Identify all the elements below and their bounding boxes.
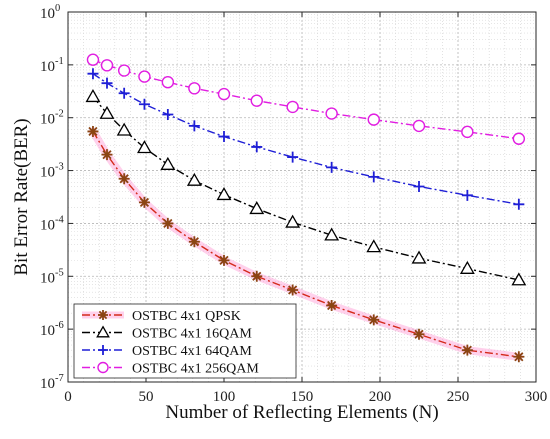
legend-entry: OSTBC 4x1 16QAM bbox=[82, 325, 252, 342]
data-point bbox=[218, 254, 230, 266]
x-tick-label: 250 bbox=[447, 389, 470, 405]
x-axis-label: Number of Reflecting Elements (N) bbox=[165, 402, 438, 423]
data-point bbox=[138, 70, 151, 83]
data-point bbox=[412, 119, 426, 133]
x-tick-label: 150 bbox=[291, 389, 314, 405]
y-tick-label: 10-6 bbox=[40, 320, 64, 339]
series-2 bbox=[85, 89, 527, 286]
data-point bbox=[325, 107, 338, 120]
data-point bbox=[217, 87, 231, 101]
data-point bbox=[86, 53, 100, 66]
data-point bbox=[116, 122, 132, 136]
data-point bbox=[250, 94, 263, 107]
data-point bbox=[324, 227, 340, 241]
data-point bbox=[218, 131, 230, 143]
data-point bbox=[162, 109, 174, 121]
legend-entry: OSTBC 4x1 256QAM bbox=[82, 362, 259, 377]
x-tick-label: 300 bbox=[525, 389, 548, 405]
data-point bbox=[100, 59, 114, 72]
data-point bbox=[161, 75, 175, 89]
x-tick-label: 0 bbox=[64, 389, 72, 405]
data-point bbox=[87, 125, 99, 137]
data-point bbox=[101, 77, 113, 89]
data-point bbox=[136, 140, 152, 154]
y-tick-label: 10-5 bbox=[40, 267, 64, 286]
data-point bbox=[413, 180, 425, 192]
legend-label: OSTBC 4x1 64QAM bbox=[132, 344, 252, 359]
y-tick-label: 100 bbox=[40, 3, 60, 22]
data-point bbox=[459, 260, 475, 274]
data-point bbox=[188, 236, 200, 248]
series-3 bbox=[87, 68, 525, 210]
data-point bbox=[186, 172, 202, 186]
axis-ticks: 0 50 100 150 200 250 300 10-7 10-6 10-5 10-4 10-3 10… bbox=[40, 3, 547, 405]
x-tick-label: 50 bbox=[139, 389, 154, 405]
y-tick-label: 10-7 bbox=[40, 373, 64, 392]
legend-marker bbox=[96, 325, 110, 338]
data-point bbox=[513, 351, 525, 363]
y-tick-label: 10-3 bbox=[40, 162, 64, 181]
x-tick-label: 200 bbox=[369, 389, 392, 405]
data-point bbox=[461, 189, 473, 201]
data-point bbox=[326, 300, 338, 312]
legend-label: OSTBC 4x1 256QAM bbox=[132, 362, 259, 377]
data-point bbox=[367, 113, 380, 126]
data-point bbox=[188, 82, 201, 95]
data-point bbox=[138, 98, 150, 110]
data-point bbox=[99, 105, 115, 119]
legend-marker bbox=[97, 361, 109, 374]
data-point bbox=[117, 64, 131, 77]
legend-entry: OSTBC 4x1 64QAM bbox=[82, 344, 252, 359]
data-point bbox=[188, 120, 200, 132]
data-point bbox=[286, 100, 299, 114]
data-point bbox=[160, 156, 176, 170]
data-point bbox=[461, 125, 474, 139]
data-point bbox=[287, 284, 299, 296]
series-line bbox=[92, 73, 519, 205]
data-point bbox=[251, 141, 263, 153]
data-point bbox=[368, 314, 380, 326]
data-point bbox=[366, 239, 382, 253]
legend-entry: OSTBC 4x1 QPSK bbox=[82, 309, 241, 324]
legend-marker bbox=[98, 310, 108, 320]
y-tick-label: 10-4 bbox=[40, 214, 64, 233]
data-point bbox=[368, 171, 380, 183]
data-point bbox=[511, 272, 527, 286]
data-point bbox=[162, 217, 174, 229]
data-point bbox=[118, 87, 130, 99]
legend-label: OSTBC 4x1 16QAM bbox=[132, 327, 252, 342]
data-point bbox=[461, 344, 473, 356]
y-axis-label: Bit Error Rate(BER) bbox=[11, 118, 32, 275]
y-tick-label: 10-1 bbox=[40, 56, 64, 75]
data-point bbox=[285, 214, 301, 228]
series-layer bbox=[85, 53, 527, 363]
data-point bbox=[326, 161, 338, 173]
x-tick-label: 100 bbox=[213, 389, 236, 405]
series-4 bbox=[86, 53, 526, 145]
legend-label: OSTBC 4x1 QPSK bbox=[132, 309, 241, 324]
y-tick-label: 10-2 bbox=[40, 109, 64, 128]
legend-marker bbox=[98, 345, 108, 355]
legend-box bbox=[73, 303, 297, 379]
data-point bbox=[512, 132, 526, 145]
data-point bbox=[249, 201, 265, 215]
data-point bbox=[85, 89, 101, 103]
data-point bbox=[251, 270, 263, 282]
data-point bbox=[413, 328, 425, 340]
data-point bbox=[216, 187, 232, 201]
data-point bbox=[118, 173, 130, 185]
data-point bbox=[287, 151, 299, 163]
series-1 bbox=[87, 125, 525, 363]
data-point bbox=[138, 196, 150, 208]
legend: OSTBC 4x1 QPSK OSTBC 4x1 16QAM OSTBC 4x1 6… bbox=[73, 303, 297, 379]
data-point bbox=[101, 149, 113, 161]
series-line bbox=[92, 131, 519, 358]
data-point bbox=[513, 198, 525, 210]
data-point bbox=[87, 68, 99, 80]
data-point bbox=[411, 250, 427, 264]
